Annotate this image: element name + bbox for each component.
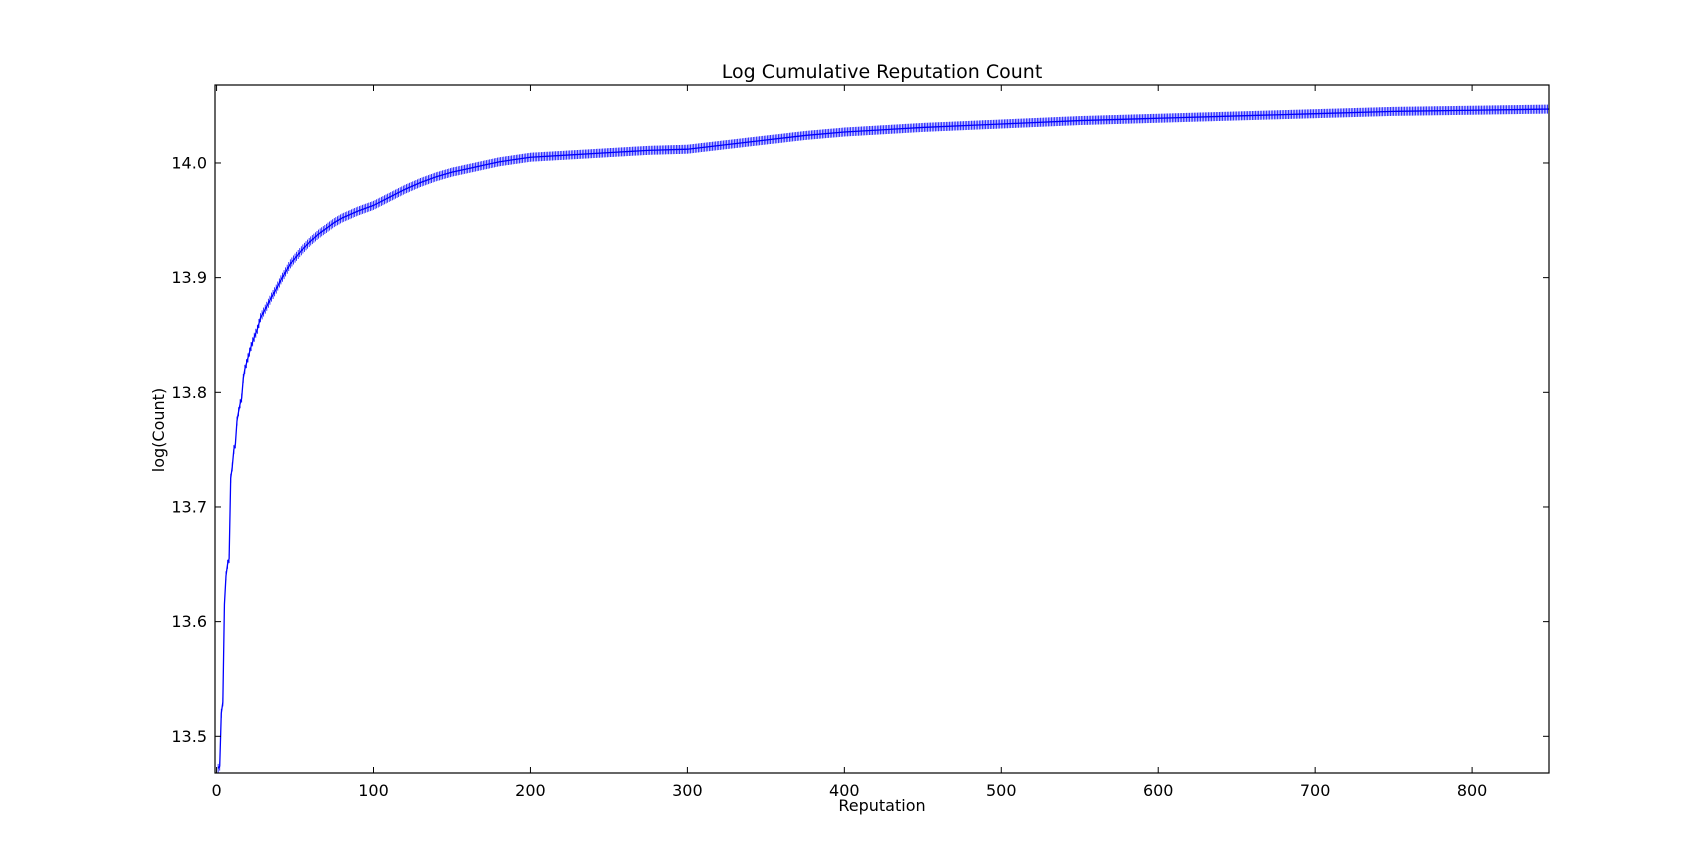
chart-title: Log Cumulative Reputation Count (722, 61, 1043, 83)
y-axis-label: log(Count) (149, 388, 168, 472)
series-line (217, 108, 1549, 769)
y-tick-label: 13.8 (171, 383, 207, 402)
x-tick-label: 400 (829, 781, 860, 800)
x-tick-label: 800 (1457, 781, 1488, 800)
axis-ticks: 0 100 200 300 400 500 600 700 800 13.5 13.6 13.7 13.… (171, 85, 1549, 800)
x-tick-label: 300 (672, 781, 703, 800)
x-tick-label: 0 (211, 781, 221, 800)
x-tick-label: 200 (515, 781, 546, 800)
x-tick-label: 500 (986, 781, 1017, 800)
x-axis-label: Reputation (838, 796, 925, 815)
series-markers (217, 104, 1549, 773)
y-tick-label: 13.7 (171, 497, 207, 516)
plot-frame (214, 84, 1550, 774)
y-tick-label: 14.0 (171, 153, 207, 172)
plot-area (217, 104, 1549, 773)
y-tick-label: 13.5 (171, 727, 207, 746)
x-tick-label: 700 (1300, 781, 1331, 800)
y-tick-label: 13.6 (171, 612, 207, 631)
x-tick-label: 100 (358, 781, 389, 800)
y-tick-label: 13.9 (171, 268, 207, 287)
x-tick-label: 600 (1143, 781, 1174, 800)
